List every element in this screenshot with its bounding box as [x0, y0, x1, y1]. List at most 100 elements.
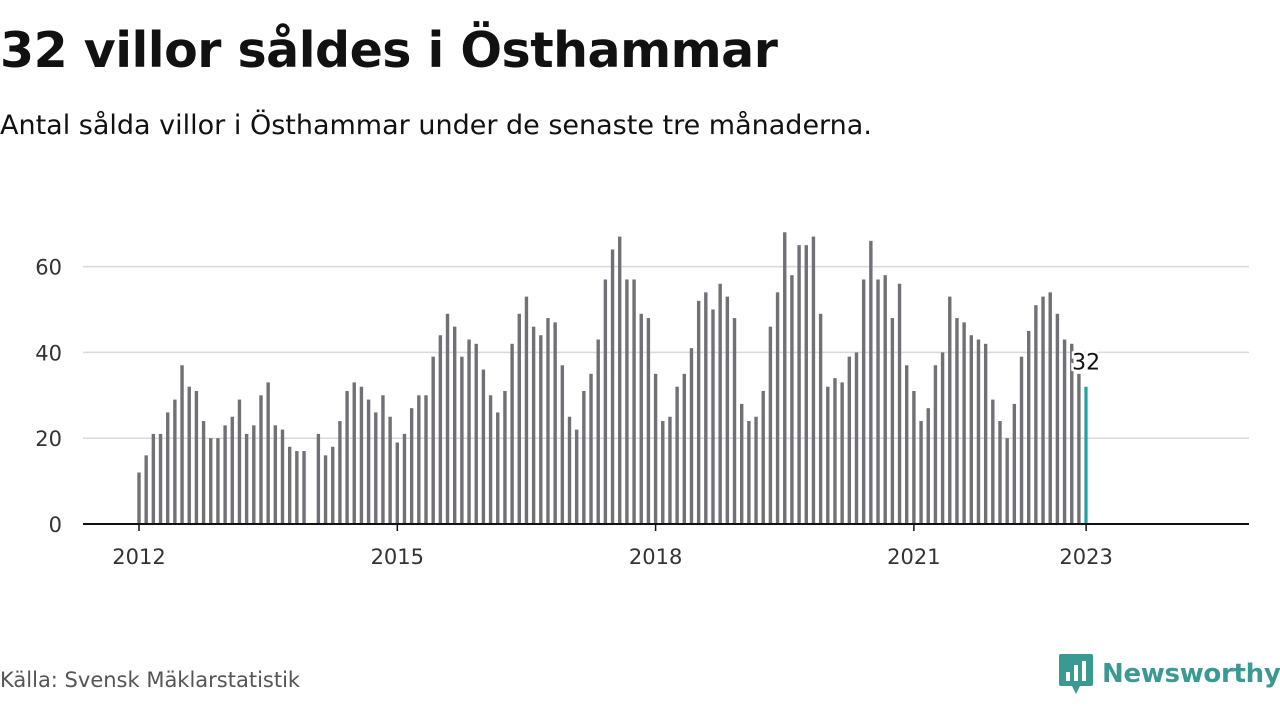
bar: [302, 451, 306, 524]
bar: [596, 339, 600, 524]
bar: [811, 236, 816, 524]
bar: [223, 425, 227, 524]
bar: [890, 318, 895, 524]
bar: [524, 296, 529, 524]
bar: [467, 339, 471, 524]
bar: [503, 391, 507, 524]
bar: [876, 279, 880, 524]
y-tick-label: 20: [35, 427, 62, 451]
bar: [818, 313, 823, 524]
bar: [388, 416, 392, 524]
bar: [1005, 438, 1009, 524]
bar: [445, 313, 450, 524]
bar: [237, 399, 242, 524]
bar: [546, 318, 550, 524]
brand-logo[interactable]: Newsworthy: [1058, 652, 1280, 696]
bar: [151, 433, 156, 524]
bar: [359, 386, 364, 524]
bar: [991, 399, 995, 524]
bar: [969, 335, 973, 524]
bar: [280, 429, 285, 524]
x-tick-label: 2015: [371, 545, 424, 569]
bar: [833, 378, 837, 524]
bar: [374, 412, 378, 524]
bar: [618, 236, 622, 524]
bar: [553, 322, 557, 524]
bar: [574, 429, 579, 524]
bar: [560, 365, 565, 524]
bar: [646, 318, 651, 524]
bar: [402, 433, 407, 524]
bar: [869, 240, 873, 525]
bar: [912, 391, 916, 524]
bar: [259, 395, 263, 524]
bar: [948, 296, 952, 524]
bar: [653, 373, 658, 524]
bar: [754, 416, 758, 524]
bar: [395, 442, 399, 524]
y-tick-label: 40: [35, 341, 62, 365]
bar: [201, 421, 206, 524]
bar: [424, 395, 428, 524]
bar: [295, 451, 299, 524]
bar: [531, 326, 536, 524]
bar: [273, 425, 278, 524]
bar: [783, 232, 787, 524]
bar: [883, 275, 887, 524]
bar: [625, 279, 629, 524]
bar: [983, 343, 988, 524]
bar: [761, 391, 765, 524]
newsworthy-chat-chart-icon: [1059, 654, 1093, 694]
bar: [668, 416, 672, 524]
bar: [474, 343, 478, 524]
x-tick-label: 2021: [887, 545, 940, 569]
bar: [417, 395, 421, 524]
bar: [840, 382, 844, 524]
bar: [252, 425, 256, 524]
bar: [704, 292, 708, 524]
x-tick-label: 2012: [112, 545, 165, 569]
bar: [589, 373, 593, 524]
bar: [158, 433, 163, 524]
bar: [711, 309, 715, 524]
bar: [639, 313, 643, 524]
bar: [517, 313, 521, 524]
bar: [955, 318, 959, 524]
bar: [409, 408, 414, 524]
bar: [230, 416, 234, 524]
bar: [905, 365, 909, 524]
bar: [603, 279, 608, 524]
bar: [266, 382, 270, 524]
bar: [539, 335, 543, 524]
bar: [438, 335, 443, 524]
y-tick-label: 60: [35, 256, 62, 280]
bar: [790, 275, 794, 524]
bar: [847, 356, 852, 524]
bar: [962, 322, 966, 524]
bar: [998, 421, 1002, 524]
bar: [747, 421, 751, 524]
chart-subtitle: Antal sålda villor i Östhammar under de …: [0, 110, 872, 141]
bar: [323, 455, 328, 524]
brand-name: Newsworthy: [1102, 659, 1280, 689]
bar: [352, 382, 356, 524]
chart-title: 32 villor såldes i Östhammar: [0, 22, 778, 79]
bar: [897, 283, 902, 524]
bar: [287, 446, 292, 524]
source-note: Källa: Svensk Mäklarstatistik: [0, 668, 301, 692]
bar: [976, 339, 981, 524]
bar: [137, 472, 141, 524]
bar: [632, 279, 636, 524]
bar: [919, 421, 923, 524]
bar: [768, 326, 773, 524]
bar: [567, 416, 572, 524]
highlight-value-label: 32: [1072, 351, 1100, 376]
bar: [661, 421, 665, 524]
bar: [1041, 296, 1045, 524]
bar: [431, 356, 435, 524]
bar: [1019, 356, 1024, 524]
bar: [682, 373, 686, 524]
bar: [933, 365, 938, 524]
